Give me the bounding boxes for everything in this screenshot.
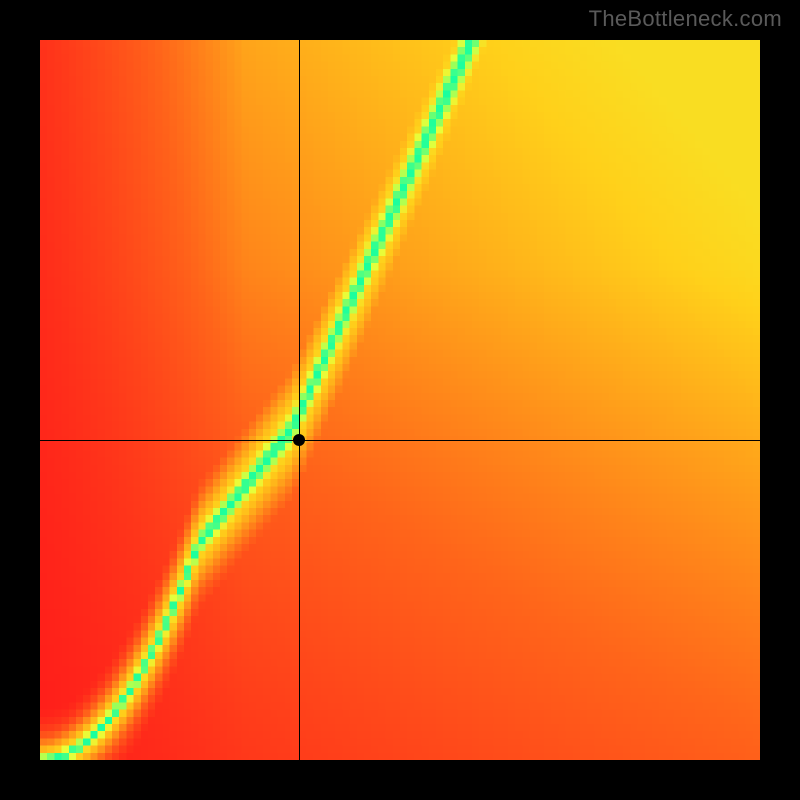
crosshair-horizontal — [40, 440, 760, 441]
crosshair-vertical — [299, 40, 300, 760]
heatmap-canvas — [40, 40, 760, 760]
plot-area — [40, 40, 760, 760]
watermark-text: TheBottleneck.com — [589, 6, 782, 32]
crosshair-marker — [293, 434, 305, 446]
